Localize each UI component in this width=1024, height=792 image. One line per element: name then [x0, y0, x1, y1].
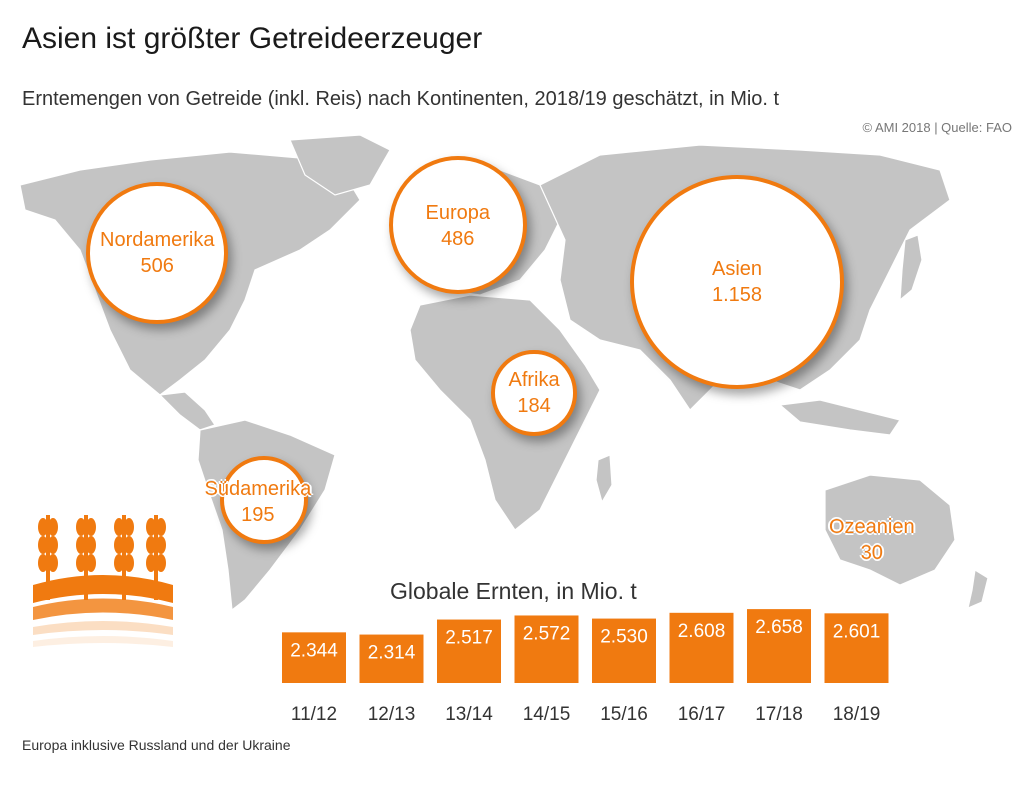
- continent-label: Ozeanien 30: [829, 514, 915, 566]
- bubble-nordamerika: [86, 182, 228, 324]
- greenland-shape: [289, 134, 391, 196]
- chart-subtitle: Erntemengen von Getreide (inkl. Reis) na…: [22, 88, 780, 110]
- bar-11/12: [282, 632, 346, 683]
- continent-label: Afrika 184: [509, 367, 560, 419]
- australia-shape: [824, 474, 956, 586]
- continent-value: 506: [140, 255, 174, 277]
- bar-category-label: 12/13: [368, 704, 416, 725]
- bar-category-label: 16/17: [678, 704, 726, 725]
- bubble-südamerika: [220, 456, 308, 544]
- bar-category-label: 11/12: [291, 704, 337, 725]
- continent-name: Nordamerika: [100, 229, 215, 251]
- continent-label: Europa 486: [426, 200, 491, 252]
- indonesia-shape: [778, 399, 901, 436]
- continent-name: Afrika: [508, 369, 560, 391]
- bubble-asien: [630, 175, 844, 389]
- footnote: Europa inklusive Russland und der Ukrain…: [22, 737, 291, 753]
- page-title: Asien ist größter Getreideerzeuger: [22, 22, 483, 55]
- bar-category-label: 17/18: [755, 704, 803, 725]
- bubble-afrika: [491, 350, 577, 436]
- continent-name: Europa: [425, 202, 491, 224]
- bar-value-label: 2.344: [290, 640, 338, 661]
- continent-value: 486: [441, 228, 475, 250]
- continent-name: Südamerika: [204, 478, 312, 500]
- central-america-shape: [158, 391, 216, 431]
- japan-shape: [899, 234, 923, 302]
- bar-value-label: 2.314: [368, 643, 416, 664]
- continent-value: 1.158: [712, 284, 763, 306]
- continent-name: Asien: [712, 258, 763, 280]
- bar-category-label: 15/16: [600, 704, 648, 725]
- bar-category-label: 14/15: [523, 704, 571, 725]
- new-zealand-shape: [967, 569, 989, 610]
- continent-value: 195: [241, 504, 275, 526]
- source-credit: © AMI 2018 | Quelle: FAO: [862, 120, 1012, 135]
- bar-value-label: 2.517: [445, 628, 493, 649]
- bar-category-label: 13/14: [445, 704, 493, 725]
- continent-label: Asien 1.158: [712, 256, 762, 308]
- continent-name: Ozeanien: [829, 516, 915, 538]
- continent-value: 30: [860, 542, 883, 564]
- continent-label: Südamerika 195: [205, 476, 312, 528]
- continent-value: 184: [517, 395, 551, 417]
- bar-category-label: 18/19: [833, 704, 881, 725]
- madagascar-shape: [595, 454, 613, 504]
- bubble-europa: [388, 155, 528, 295]
- wheat-logo-icon: [33, 515, 173, 647]
- bar-chart-title: Globale Ernten, in Mio. t: [390, 578, 637, 604]
- bar-12/13: [359, 634, 424, 683]
- continent-label: Nordamerika 506: [100, 227, 214, 279]
